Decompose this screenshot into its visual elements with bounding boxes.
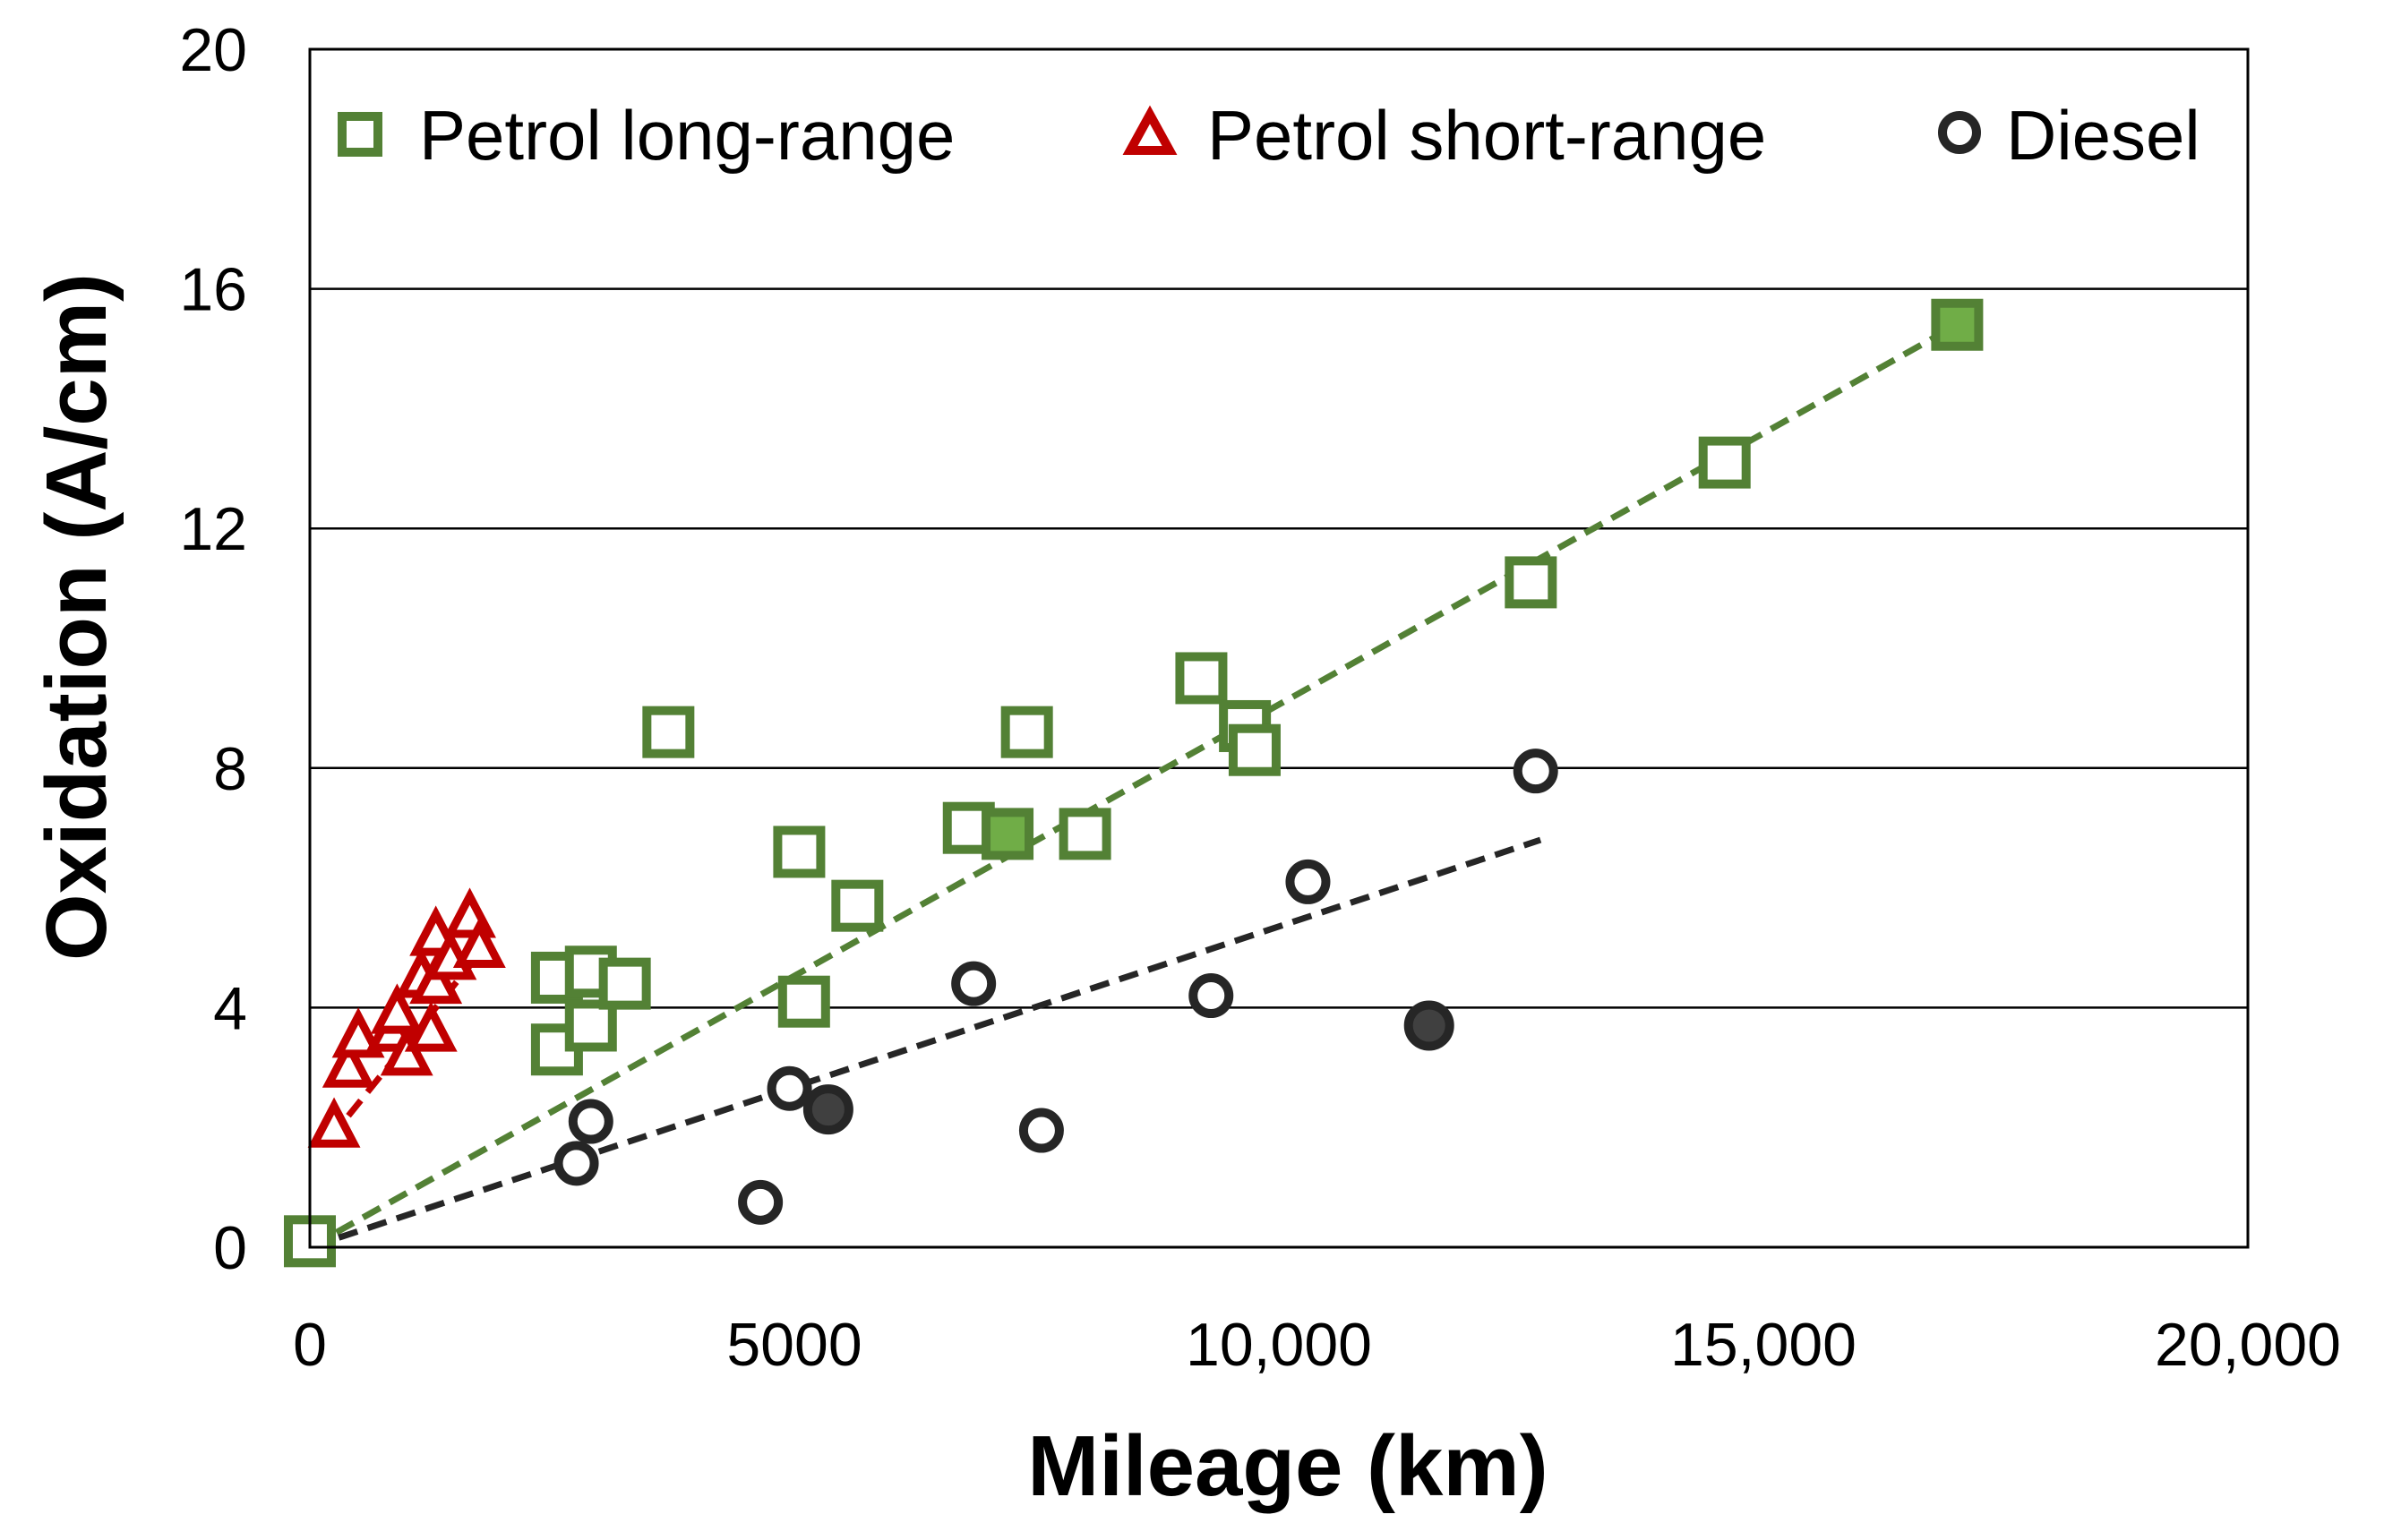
data-point-circle-10 <box>1513 749 1558 794</box>
y-tick-label: 8 <box>213 735 247 803</box>
y-tick-label: 20 <box>179 16 247 84</box>
data-point-square-18 <box>1698 436 1751 489</box>
data-point-square-7 <box>777 975 830 1028</box>
data-point-square-11 <box>982 808 1034 860</box>
data-point-square-8 <box>773 826 826 878</box>
x-tick-label: 5000 <box>726 1311 862 1379</box>
data-point-circle-1 <box>568 1099 613 1144</box>
data-point-square-13 <box>1059 808 1111 860</box>
data-point-circle-3 <box>767 1065 812 1111</box>
legend-label-diesel: Diesel <box>2006 96 2200 175</box>
legend-item-diesel: Diesel <box>1938 96 2200 175</box>
trendline-series-0 <box>308 321 1960 1251</box>
data-point-triangle-1 <box>322 1037 375 1088</box>
plot-area-frame <box>308 47 2250 1249</box>
y-axis-title: Oxidation (A/cm) <box>29 273 124 961</box>
legend-label-petrol-short-range: Petrol short-range <box>1207 96 1766 175</box>
y-tick-label: 4 <box>213 974 247 1042</box>
trendline-series-2 <box>308 836 1542 1251</box>
data-point-circle-0 <box>553 1141 599 1186</box>
data-point-circle-7 <box>1188 973 1234 1019</box>
y-tick-label: 0 <box>213 1214 247 1282</box>
data-markers <box>284 298 1984 1268</box>
data-point-circle-8 <box>1285 859 1331 904</box>
data-point-circle-9 <box>1403 1000 1454 1051</box>
data-point-square-19 <box>1931 298 1984 351</box>
legend-label-petrol-long-range: Petrol long-range <box>419 96 955 175</box>
y-tick-label: 16 <box>179 256 247 324</box>
legend-triangle-marker-icon <box>1122 105 1178 155</box>
data-point-square-3 <box>564 999 617 1052</box>
data-point-circle-5 <box>951 961 997 1006</box>
data-point-triangle-12 <box>452 917 506 968</box>
data-point-square-5 <box>598 957 651 1010</box>
data-point-triangle-2 <box>331 1007 385 1058</box>
data-point-square-9 <box>831 879 884 932</box>
x-tick-label: 10,000 <box>1186 1311 1372 1379</box>
x-tick-label: 0 <box>293 1311 327 1379</box>
data-point-circle-6 <box>1018 1108 1064 1153</box>
y-tick-label: 12 <box>179 495 247 563</box>
gridlines <box>310 287 2248 1009</box>
legend-circle-marker-icon <box>1938 111 1981 154</box>
data-point-triangle-5 <box>380 1025 433 1076</box>
x-tick-label: 20,000 <box>2155 1311 2341 1379</box>
data-point-triangle-7 <box>404 1001 458 1052</box>
x-tick-label: 15,000 <box>1670 1311 1857 1379</box>
data-point-square-17 <box>1505 556 1557 609</box>
data-point-square-14 <box>1175 652 1228 705</box>
series-2-markers <box>553 749 1558 1225</box>
data-point-triangle-8 <box>409 953 463 1005</box>
data-point-circle-4 <box>802 1084 853 1135</box>
legend-square-marker-icon <box>338 112 382 157</box>
legend-item-petrol-short-range: Petrol short-range <box>1122 96 1766 175</box>
series-1-markers <box>307 887 506 1148</box>
y-axis-ticks: 0 4 8 12 16 20 <box>179 16 247 1282</box>
data-point-square-16 <box>1228 723 1281 776</box>
x-axis-ticks: 0 5000 10,000 15,000 20,000 <box>293 1311 2341 1379</box>
data-point-square-12 <box>1000 706 1053 758</box>
data-point-triangle-4 <box>370 983 424 1034</box>
legend: Petrol long-range Petrol short-range Die… <box>338 96 2200 175</box>
x-axis-title: Mileage (km) <box>1027 1418 1548 1514</box>
data-point-square-6 <box>642 706 695 758</box>
data-point-triangle-0 <box>307 1097 361 1148</box>
legend-item-petrol-long-range: Petrol long-range <box>338 96 955 175</box>
data-point-circle-2 <box>738 1179 784 1225</box>
series-0-markers <box>284 298 1984 1268</box>
